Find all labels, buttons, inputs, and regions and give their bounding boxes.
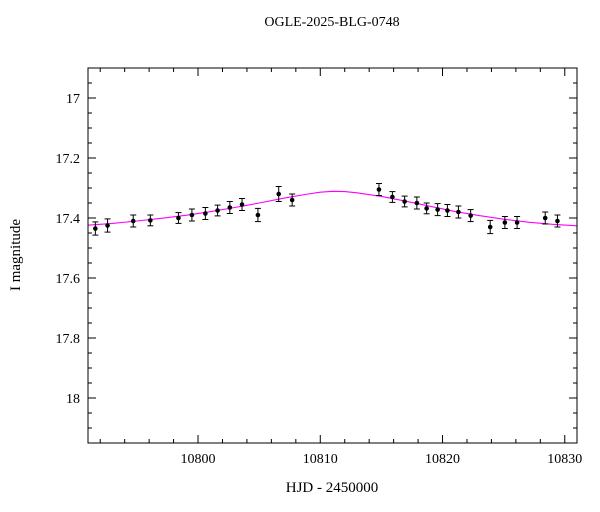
- data-point: [214, 204, 221, 217]
- data-point: [275, 186, 282, 202]
- data-point: [188, 208, 195, 222]
- data-point: [467, 209, 474, 223]
- x-tick-label: 10810: [303, 452, 338, 467]
- axes-frame: [87, 67, 578, 444]
- data-point: [542, 211, 549, 225]
- y-tick-label: 17: [66, 92, 80, 107]
- x-tick-label: 10830: [547, 452, 582, 467]
- data-point: [501, 216, 508, 229]
- data-point: [434, 203, 441, 217]
- data-point: [226, 201, 233, 214]
- x-tick-label: 10820: [425, 452, 460, 467]
- data-point: [455, 205, 462, 219]
- chart-title: OGLE-2025-BLG-0748: [264, 15, 399, 30]
- x-axis-label: HJD - 2450000: [286, 480, 379, 496]
- data-point: [104, 218, 111, 233]
- data-point: [487, 219, 494, 235]
- data-point: [175, 212, 182, 224]
- y-tick-label: 17.4: [56, 212, 81, 227]
- x-tick-label: 10800: [181, 452, 216, 467]
- data-point: [514, 216, 521, 229]
- data-point: [554, 214, 561, 228]
- data-point: [423, 202, 430, 215]
- y-tick-label: 17.8: [56, 332, 81, 347]
- data-point: [202, 207, 209, 220]
- data-point: [444, 204, 451, 217]
- y-tick-label: 17.2: [56, 152, 81, 167]
- data-point: [254, 207, 261, 223]
- data-point: [413, 196, 420, 210]
- y-tick-label: 18: [66, 392, 80, 407]
- y-axis-label: I magnitude: [8, 219, 24, 291]
- data-point: [389, 191, 396, 203]
- data-point: [147, 214, 154, 227]
- data-point: [130, 214, 137, 228]
- data-point: [92, 221, 99, 236]
- tick-labels: 10800 10810 10820 10830 17 17.2 17.4 17.6 17.8 18: [56, 92, 583, 467]
- data-point: [289, 193, 296, 207]
- data-points-errorbars: [92, 183, 561, 236]
- y-tick-label: 17.6: [56, 272, 81, 287]
- data-point: [239, 198, 246, 211]
- data-point: [375, 183, 382, 196]
- data-point: [401, 195, 408, 208]
